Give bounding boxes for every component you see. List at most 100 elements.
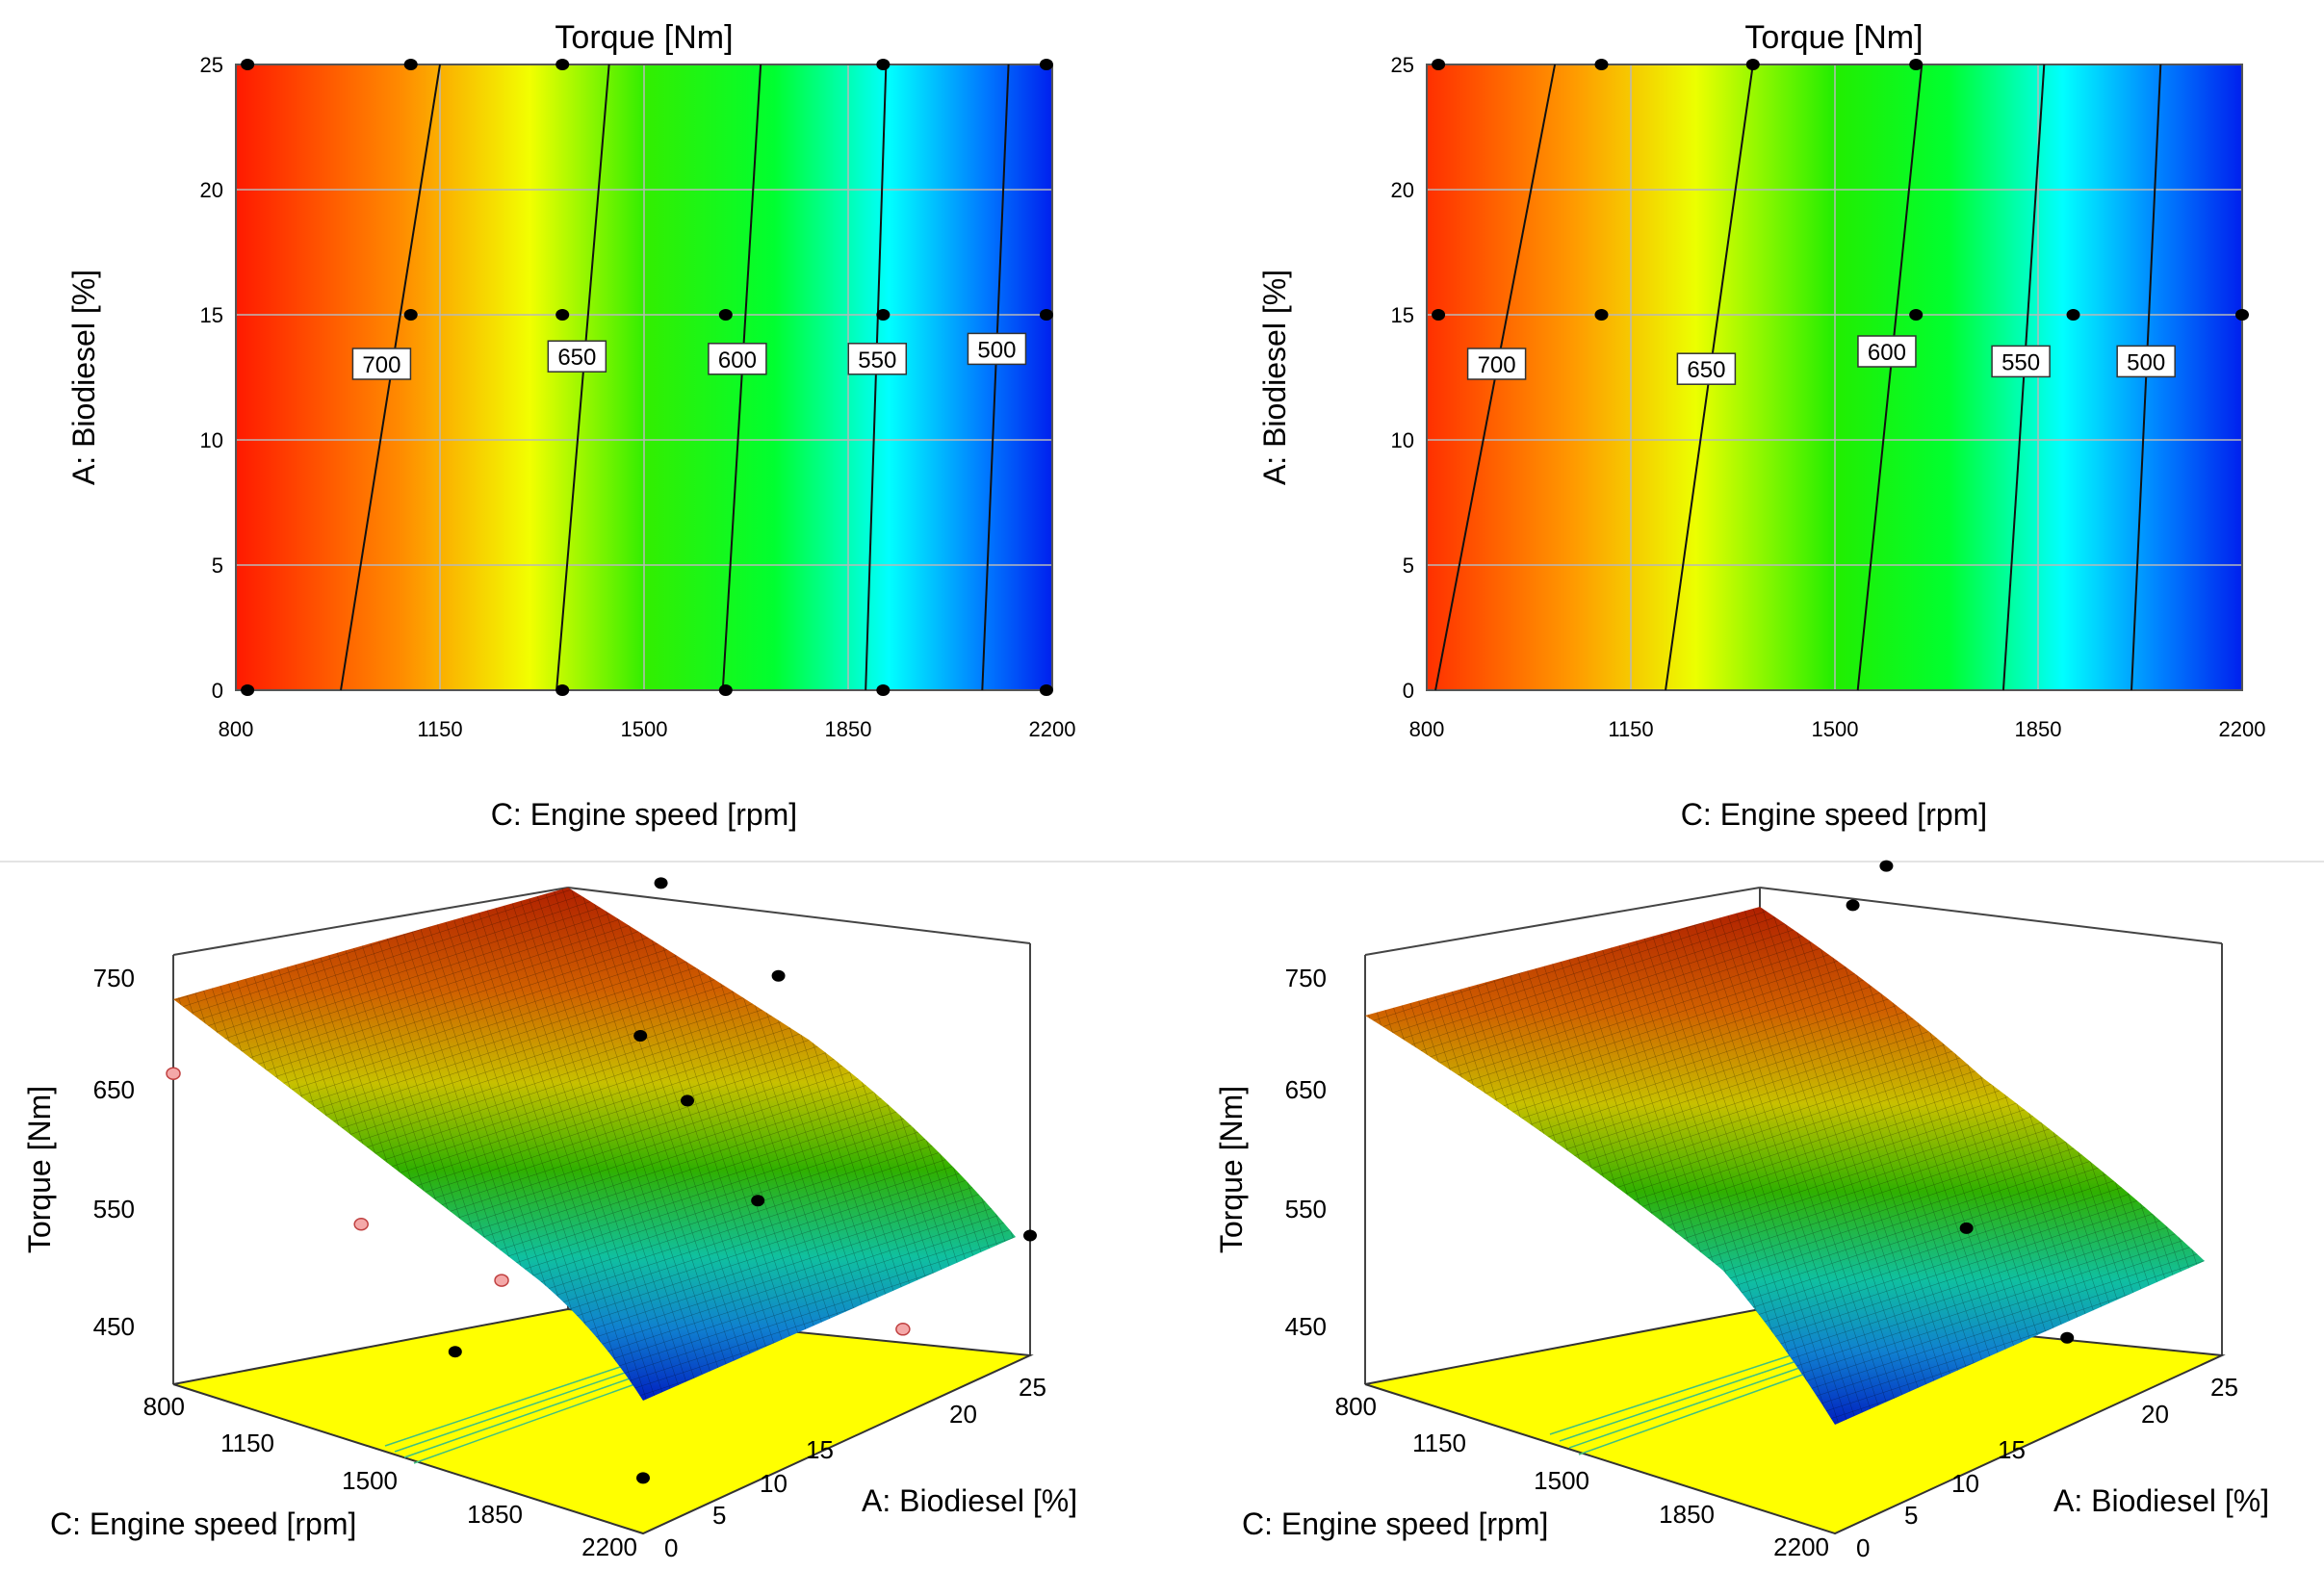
y-tick: 5	[1403, 554, 1414, 578]
biodiesel-tick: 20	[2141, 1400, 2169, 1429]
x-axis-label: C: Engine speed [rpm]	[1681, 797, 1987, 832]
design-point-below-surface	[353, 1218, 369, 1231]
contour-line	[981, 64, 1010, 691]
design-point	[1909, 309, 1924, 321]
y-tick: 20	[200, 178, 223, 202]
gridlines	[236, 64, 1052, 690]
contour-label-box	[708, 343, 767, 375]
floor-contours	[1549, 1354, 1809, 1455]
design-point	[1846, 899, 1860, 912]
contour-label: 700	[1478, 352, 1516, 378]
biodiesel-tick: 25	[2210, 1373, 2238, 1402]
biodiesel-tick: 15	[1998, 1435, 2026, 1464]
design-point-below-surface	[895, 1323, 911, 1336]
x-tick: 1500	[1812, 717, 1859, 741]
biodiesel-tick: 0	[664, 1533, 678, 1562]
biodiesel-tick: 20	[949, 1400, 977, 1429]
design-point	[241, 684, 255, 696]
z-tick: 750	[1285, 964, 1327, 992]
biodiesel-tick: 10	[760, 1469, 788, 1498]
biodiesel-tick: 5	[1904, 1501, 1918, 1530]
y-ticks: 0 5 10 15 20 25	[200, 53, 223, 703]
design-point	[403, 309, 418, 321]
design-point	[1039, 684, 1053, 696]
surface-plot-right: 750 650 550 450 Torque [Nm] 800 1150 150…	[1214, 860, 2269, 1562]
biodiesel-tick: 5	[712, 1501, 726, 1530]
speed-tick: 800	[143, 1392, 185, 1421]
design-point	[876, 684, 891, 696]
design-point	[1432, 59, 1446, 70]
x-axis-label: C: Engine speed [rpm]	[491, 797, 797, 832]
contour-label-box	[351, 348, 412, 380]
design-point	[1879, 860, 1894, 872]
design-point	[751, 1195, 765, 1207]
design-point	[403, 59, 418, 70]
speed-tick: 1150	[1412, 1429, 1466, 1457]
design-point	[2066, 309, 2080, 321]
contour-label: 600	[718, 348, 757, 373]
contour-line	[865, 64, 888, 691]
design-point-below-surface	[494, 1274, 509, 1287]
design-point	[1594, 59, 1609, 70]
y-axis-label: A: Biodiesel [%]	[2053, 1483, 2269, 1518]
x-tick: 2200	[1029, 717, 1076, 741]
y-tick: 10	[1391, 428, 1414, 452]
design-point	[1909, 59, 1924, 70]
chart-title: Torque [Nm]	[1744, 19, 1923, 56]
design-point	[555, 59, 570, 70]
floor-contours	[384, 1364, 641, 1464]
biodiesel-tick: 25	[1019, 1373, 1046, 1402]
speed-ticks: 800 1150 1500 1850 2200	[1335, 1392, 1829, 1561]
x-ticks: 800 1150 1500 1850 2200	[1409, 717, 2266, 741]
z-ticks: 750 650 550 450	[93, 964, 135, 1341]
y-ticks: 0 5 10 15 20 25	[1391, 53, 1414, 703]
design-point	[2235, 309, 2249, 321]
x-axis-label: C: Engine speed [rpm]	[1242, 1507, 1548, 1541]
z-tick: 750	[93, 964, 135, 992]
design-point	[448, 1346, 462, 1358]
y-tick: 15	[200, 303, 223, 327]
z-tick: 650	[1285, 1075, 1327, 1104]
x-ticks: 800 1150 1500 1850 2200	[219, 717, 1076, 741]
design-point	[718, 684, 733, 696]
speed-tick: 2200	[1773, 1532, 1829, 1561]
x-tick: 800	[1409, 717, 1445, 741]
chart-title: Torque [Nm]	[555, 19, 733, 56]
design-point	[1023, 1229, 1037, 1242]
biodiesel-tick: 0	[1856, 1533, 1870, 1562]
contour-plot-right: 700 650 600 550 500 Torque [Nm] A: Biodiesel…	[1257, 19, 2265, 832]
speed-tick: 2200	[581, 1532, 637, 1561]
contour-label-box	[1676, 352, 1737, 385]
x-tick: 1850	[2015, 717, 2062, 741]
x-tick: 800	[219, 717, 254, 741]
speed-tick: 1850	[467, 1500, 523, 1529]
design-point	[771, 969, 786, 982]
design-point	[1432, 309, 1446, 321]
x-axis-label: C: Engine speed [rpm]	[50, 1507, 356, 1541]
speed-tick: 1500	[342, 1466, 398, 1495]
speed-tick: 1150	[220, 1429, 274, 1457]
y-tick: 0	[212, 679, 223, 703]
surface-mesh	[1365, 907, 2205, 1425]
y-tick: 25	[200, 53, 223, 77]
contour-label-box	[547, 340, 607, 373]
speed-ticks: 800 1150 1500 1850 2200	[143, 1392, 637, 1561]
z-tick: 550	[93, 1195, 135, 1223]
design-point	[1745, 59, 1760, 70]
design-point	[681, 1095, 694, 1107]
x-tick: 1500	[621, 717, 668, 741]
design-point	[1039, 309, 1053, 321]
z-tick: 450	[93, 1312, 135, 1341]
design-point	[1594, 309, 1609, 321]
y-axis-label: A: Biodiesel [%]	[66, 270, 101, 485]
contour-label: 500	[977, 337, 1016, 363]
y-tick: 15	[1391, 303, 1414, 327]
z-tick: 650	[93, 1075, 135, 1104]
biodiesel-tick: 10	[1951, 1469, 1979, 1498]
biodiesel-tick: 15	[806, 1435, 834, 1464]
speed-tick: 1850	[1659, 1500, 1715, 1529]
z-ticks: 750 650 550 450	[1285, 964, 1327, 1341]
y-axis-label: A: Biodiesel [%]	[862, 1483, 1077, 1518]
surface-plot-left: 750 650 550 450 Torque [Nm] 800 1150 150…	[22, 877, 1077, 1562]
